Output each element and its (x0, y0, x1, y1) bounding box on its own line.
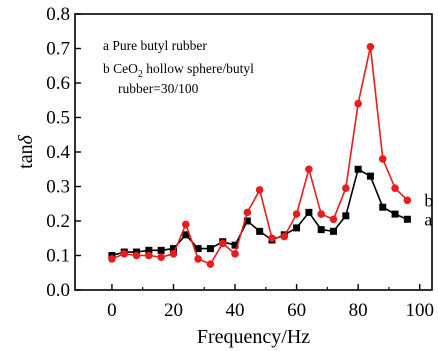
y-axis-title: tanδ (15, 134, 37, 168)
legend-item-b-text-rest: hollow sphere/butyl (143, 61, 254, 76)
data-point-a (391, 210, 399, 218)
data-point-b (391, 184, 399, 193)
data-point-b (194, 255, 202, 263)
data-point-a (342, 212, 350, 220)
data-point-a (403, 215, 411, 223)
legend-item-b-subscript: 2 (138, 69, 143, 80)
data-point-b (120, 249, 129, 258)
data-point-a (379, 203, 387, 211)
y-tick-label: 0.5 (46, 108, 70, 129)
data-point-a (169, 245, 177, 253)
data-point-b (132, 251, 141, 260)
x-tick-label: 60 (287, 300, 306, 321)
x-tick-label: 20 (164, 300, 183, 321)
x-tick-label: 100 (405, 300, 434, 321)
data-point-b (378, 155, 387, 163)
y-tick-label: 0.1 (46, 246, 70, 267)
data-point-b (329, 215, 338, 224)
y-tick-label: 0.3 (46, 177, 70, 198)
data-point-b (169, 249, 178, 258)
data-point-a (256, 227, 264, 235)
data-point-a (145, 246, 153, 254)
y-axis-title-text: tan (15, 144, 37, 168)
data-point-b (145, 251, 153, 260)
data-point-a (330, 227, 338, 235)
x-tick-label: 40 (226, 300, 245, 321)
x-tick-label: 80 (349, 300, 368, 321)
data-point-a (157, 246, 165, 254)
y-tick-label: 0.6 (46, 73, 70, 94)
data-point-b (268, 234, 276, 243)
plot-area: ab (108, 42, 433, 268)
legend-item-b: b CeO2 hollow sphere/butyl (103, 61, 254, 80)
data-point-b (231, 249, 239, 258)
x-axis-title: Frequency/Hz (197, 326, 310, 348)
data-point-b (403, 196, 412, 205)
data-point-a (293, 224, 301, 232)
data-point-a (206, 245, 214, 253)
data-point-a (231, 241, 239, 249)
plot-frame (74, 13, 433, 291)
data-point-a (243, 217, 251, 225)
y-tick-label: 0.2 (46, 211, 70, 232)
axes: 0 20 40 60 80 100 0.0 0.1 0.2 0.3 0.4 0.5 0.6 0.7 0.8 F… (15, 4, 434, 348)
data-point-b (243, 208, 252, 217)
data-point-a (305, 208, 313, 216)
y-tick-label: 0.8 (46, 4, 70, 25)
data-point-b (280, 232, 289, 241)
data-point-b (157, 253, 165, 262)
data-point-b (305, 165, 313, 174)
data-point-b (181, 220, 190, 229)
x-tick-label: 0 (107, 300, 117, 321)
legend-item-b-line2: rubber=30/100 (118, 81, 199, 96)
data-point-b (366, 42, 375, 51)
data-point-a (194, 245, 202, 253)
data-point-a (317, 226, 325, 234)
legend-item-a: a Pure butyl rubber (103, 38, 207, 53)
data-point-b (108, 255, 116, 263)
data-point-a (366, 172, 374, 180)
data-point-a (354, 165, 362, 173)
y-tick-label: 0.0 (46, 280, 70, 301)
data-point-b (354, 99, 362, 108)
y-tick-label: 0.7 (46, 39, 70, 60)
series-line-a (111, 168, 408, 257)
y-axis-title-delta: δ (15, 134, 37, 144)
series-tag-b: b (424, 190, 433, 210)
legend: a Pure butyl rubber b CeO2 hollow sphere/… (103, 38, 254, 96)
data-point-a (182, 231, 190, 239)
data-point-b (292, 210, 301, 218)
y-tick-label: 0.4 (46, 142, 70, 163)
data-point-b (206, 260, 215, 268)
data-point-b (255, 186, 264, 194)
data-point-b (317, 210, 326, 218)
series-tag-a: a (424, 209, 432, 229)
data-point-b (218, 239, 227, 248)
data-point-b (342, 184, 350, 193)
legend-item-b-text: b CeO (103, 61, 138, 76)
